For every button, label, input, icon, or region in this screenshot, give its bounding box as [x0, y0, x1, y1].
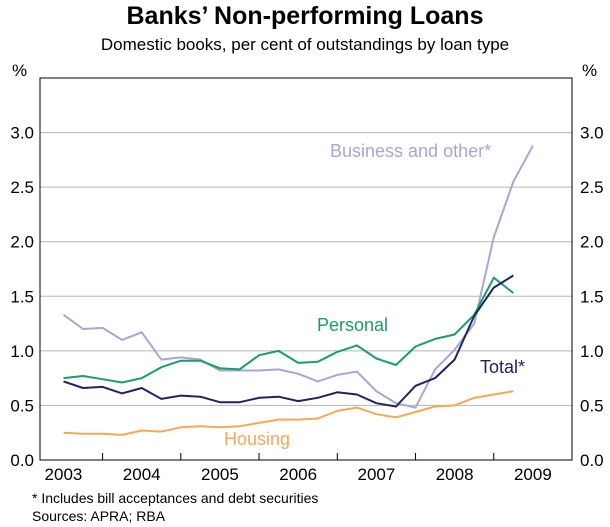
y-tick-label-right: 0.5	[580, 396, 604, 415]
y-tick-label-right: 3.0	[580, 124, 604, 143]
y-tick-label-left: 0.5	[10, 396, 34, 415]
x-tick-label: 2007	[357, 465, 395, 484]
x-tick-label: 2006	[279, 465, 317, 484]
chart-subtitle: Domestic books, per cent of outstandings…	[100, 35, 510, 54]
series-line-housing	[63, 390, 514, 436]
plot-frame	[39, 77, 573, 461]
series-line-total	[63, 274, 514, 408]
series-line-business-and-other	[62, 145, 534, 409]
series-labels: Business and other* Personal Total* Housing	[224, 141, 525, 449]
y-tick-label-left: 1.0	[10, 342, 34, 361]
y-tick-label-left: 1.5	[10, 287, 34, 306]
y-tick-label-left: 2.0	[10, 233, 34, 252]
y-axis-unit-left: %	[12, 61, 27, 80]
series-label: Housing	[224, 429, 290, 449]
grid-lines	[40, 132, 572, 406]
y-tick-label-left: 0.0	[10, 451, 34, 470]
x-tick-label: 2008	[436, 465, 474, 484]
axis-ticks: 0.0 0.0 0.5 0.5 1.0 1.0 1.5 1.5 2.0 2.0 2.5 2.5 3.0 3…	[10, 124, 603, 484]
sources-note: Sources: APRA; RBA	[32, 508, 166, 524]
y-tick-label-right: 2.5	[580, 178, 604, 197]
series-line-personal	[63, 276, 514, 384]
y-tick-label-left: 2.5	[10, 178, 34, 197]
footnote: * Includes bill acceptances and debt sec…	[32, 490, 319, 506]
y-tick-label-left: 3.0	[10, 124, 34, 143]
x-tick-label: 2004	[123, 465, 161, 484]
series-label: Personal	[317, 315, 388, 335]
series-lines	[62, 145, 534, 436]
series-label: Total*	[480, 357, 525, 377]
x-tick-label: 2003	[45, 465, 83, 484]
y-axis-unit-right: %	[582, 61, 597, 80]
x-tick-label: 2009	[514, 465, 552, 484]
series-label: Business and other*	[330, 141, 491, 161]
y-tick-label-right: 1.5	[580, 287, 604, 306]
y-tick-label-right: 2.0	[580, 233, 604, 252]
chart-title: Banks’ Non-performing Loans	[126, 2, 484, 30]
x-tick-label: 2005	[201, 465, 239, 484]
y-tick-label-right: 1.0	[580, 342, 604, 361]
y-tick-label-right: 0.0	[580, 451, 604, 470]
